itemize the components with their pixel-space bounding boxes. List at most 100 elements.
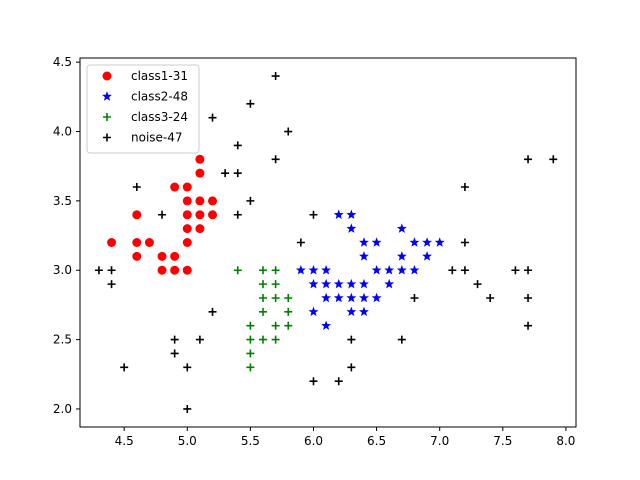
data-point [309,210,318,219]
legend-label: noise-47 [131,131,183,145]
x-tick-label: 5.0 [178,434,197,448]
data-point [144,238,154,247]
data-point [371,265,382,275]
data-point [359,278,369,289]
data-point [346,209,357,219]
x-axis: 4.5 5.0 5.5 6.0 6.5 7.0 7.5 8.0 [115,427,575,448]
data-point [183,363,192,372]
data-point [259,280,268,289]
data-point [422,251,433,261]
data-point [182,265,192,275]
data-point [157,251,167,261]
data-point [271,335,280,344]
data-point [511,266,520,275]
data-point [296,238,305,247]
data-point [396,265,407,275]
series-class1-31 [107,154,218,275]
data-point [284,293,293,302]
series-class2-48 [295,209,445,330]
x-tick-label: 7.0 [430,434,449,448]
data-point [321,292,332,303]
data-point [473,280,482,289]
data-point [132,238,142,247]
axes-frame [79,57,577,428]
data-point [107,266,116,275]
data-point [460,266,469,275]
data-point [371,292,382,303]
x-tick-label: 7.5 [493,434,512,448]
data-point [396,251,407,261]
data-point [409,265,420,275]
data-point [170,335,179,344]
legend-item: class3-24 [103,110,188,124]
data-point [524,321,533,330]
y-tick-label: 4.5 [53,55,72,69]
data-point [410,293,419,302]
data-point [132,183,141,192]
data-point [271,321,280,330]
data-point [347,335,356,344]
legend-label: class2-48 [131,90,188,104]
data-point [549,155,558,164]
data-point [524,155,533,164]
data-point [397,335,406,344]
data-point [107,238,117,247]
data-point [271,155,280,164]
data-point [271,72,280,81]
data-point [460,238,469,247]
y-tick-label: 3.0 [53,263,72,277]
data-point [208,196,218,206]
y-tick-label: 4.0 [53,125,72,139]
data-point [182,196,192,206]
data-point [195,210,205,220]
data-point [284,321,293,330]
data-point [208,113,217,122]
data-point [246,196,255,205]
legend-label: class3-24 [131,110,188,124]
data-point [259,335,268,344]
data-point [448,266,457,275]
data-point [233,266,242,275]
legend-label: class1-31 [131,69,188,83]
data-point [409,237,420,247]
y-tick-label: 2.0 [53,402,72,416]
data-point [246,349,255,358]
data-point [422,237,433,247]
series-class3-24 [233,266,293,372]
data-point [195,335,204,344]
legend-marker [103,113,111,121]
data-point [434,237,445,247]
data-point [486,293,495,302]
data-point [195,224,205,234]
legend-item: class2-48 [102,90,188,104]
data-point [195,154,205,164]
data-point [246,363,255,372]
data-point [182,182,192,192]
data-point [359,237,369,247]
y-tick-label: 3.5 [53,194,72,208]
data-point [371,237,382,247]
data-point [221,169,230,178]
data-point [107,280,116,289]
data-point [208,307,217,316]
data-point [321,320,332,330]
data-point [346,278,357,289]
data-point [346,223,357,233]
data-point [271,266,280,275]
data-point [333,292,344,303]
y-axis: 2.0 2.5 3.0 3.5 4.0 4.5 [53,55,80,416]
data-point [170,349,179,358]
legend: class1-31 class2-48 class3-24 noise-47 [86,64,200,154]
data-point [259,307,268,316]
data-point [170,251,180,261]
data-point [182,224,192,234]
data-point [195,168,205,178]
data-point [333,278,344,289]
legend-item: noise-47 [103,131,183,145]
data-point [333,209,344,219]
series-noise-47 [94,72,558,413]
data-points [94,72,558,413]
data-point [132,251,142,261]
data-point [94,266,103,275]
